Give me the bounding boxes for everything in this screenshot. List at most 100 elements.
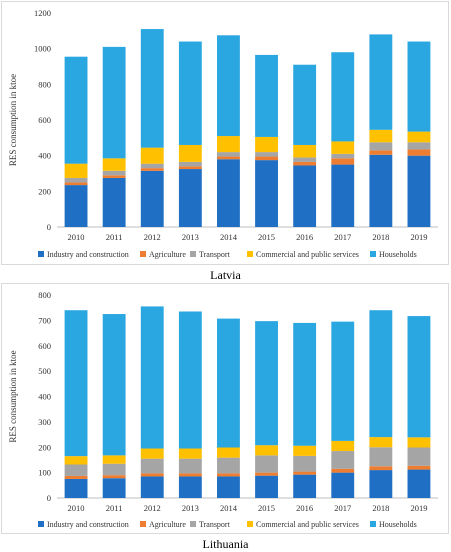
- lithuania-bar-agriculture-2012: [140, 473, 164, 477]
- latvia-bar-households-2016: [293, 64, 317, 145]
- latvia-legend-swatch-transport: [190, 251, 196, 257]
- lithuania-bar-transport-2011: [102, 463, 126, 476]
- latvia-x-tick-label: 2014: [220, 232, 238, 242]
- lithuania-bar-industry-2018: [369, 470, 393, 498]
- lithuania-bar-industry-2017: [331, 472, 355, 498]
- lithuania-bar-agriculture-2011: [102, 475, 126, 479]
- lithuania-y-axis-label: RES consumption in ktoe: [8, 350, 18, 442]
- latvia-bar-commercial-2017: [331, 141, 355, 154]
- lithuania-chart-panel: 0 100 200 300 400 500 600 700 800 RES consumption…: [1, 283, 449, 534]
- latvia-country-label: Latvia: [210, 268, 241, 282]
- lithuania-bar-industry-2014: [217, 476, 240, 498]
- latvia-legend-label-households: Households: [379, 250, 417, 259]
- latvia-bar-commercial-2013: [178, 144, 202, 162]
- lithuania-bar-industry-2019: [407, 469, 431, 498]
- lithuania-y-tick-label: 500: [38, 366, 51, 376]
- lithuania-bar-commercial-2018: [369, 437, 393, 448]
- latvia-bar-households-2015: [255, 54, 278, 137]
- latvia-bar-transport-2012: [140, 163, 164, 169]
- lithuania-bar-households-2012: [140, 306, 164, 449]
- lithuania-bar-households-2019: [407, 316, 431, 438]
- lithuania-y-tick-label: 400: [38, 392, 51, 402]
- latvia-bar-commercial-2019: [407, 131, 431, 143]
- lithuania-bar-industry-2011: [102, 478, 126, 498]
- lithuania-bar-agriculture-2017: [331, 468, 355, 473]
- lithuania-bar-agriculture-2019: [407, 465, 431, 470]
- latvia-bar-agriculture-2019: [407, 149, 431, 156]
- latvia-x-tick-label: 2011: [106, 232, 123, 242]
- lithuania-bar-households-2018: [369, 310, 393, 438]
- latvia-bar-households-2014: [217, 35, 240, 137]
- lithuania-x-tick-label: 2019: [410, 503, 427, 513]
- lithuania-bar-agriculture-2015: [255, 472, 278, 476]
- latvia-bar-households-2011: [102, 46, 126, 159]
- latvia-y-tick-label: 1000: [34, 44, 51, 54]
- lithuania-bar-households-2011: [102, 314, 126, 456]
- lithuania-bar-households-2013: [178, 311, 202, 449]
- lithuania-bar-commercial-2015: [255, 445, 278, 456]
- latvia-bar-industry-2011: [102, 177, 126, 227]
- lithuania-x-tick-label: 2016: [296, 503, 313, 513]
- latvia-bar-agriculture-2010: [64, 182, 88, 186]
- lithuania-bar-transport-2016: [293, 455, 317, 472]
- lithuania-x-tick-label: 2013: [182, 503, 199, 513]
- latvia-bar-agriculture-2015: [255, 156, 278, 161]
- lithuania-legend-label-industry: Industry and construction: [47, 520, 129, 529]
- lithuania-bar-agriculture-2013: [178, 473, 202, 477]
- latvia-bar-industry-2017: [331, 164, 355, 227]
- lithuania-bar-industry-2013: [178, 476, 202, 498]
- lithuania-bar-transport-2013: [178, 458, 202, 474]
- latvia-x-tick-label: 2012: [144, 232, 161, 242]
- lithuania-bar-transport-2014: [217, 457, 240, 474]
- lithuania-legend-label-households: Households: [379, 520, 417, 529]
- lithuania-bar-commercial-2016: [293, 445, 317, 456]
- lithuania-bar-households-2015: [255, 321, 278, 446]
- latvia-bar-households-2012: [140, 29, 164, 148]
- lithuania-bar-transport-2010: [64, 464, 88, 476]
- latvia-x-tick-label: 2018: [372, 232, 389, 242]
- latvia-y-tick-label: 800: [38, 79, 51, 89]
- latvia-bar-agriculture-2011: [102, 175, 126, 178]
- latvia-bar-commercial-2014: [217, 136, 240, 153]
- latvia-x-tick-label: 2019: [410, 232, 427, 242]
- latvia-bar-commercial-2010: [64, 163, 88, 178]
- lithuania-bar-commercial-2012: [140, 448, 164, 459]
- latvia-bar-agriculture-2017: [331, 158, 355, 165]
- lithuania-bar-households-2016: [293, 322, 317, 446]
- latvia-bar-agriculture-2013: [178, 166, 202, 170]
- latvia-bar-commercial-2016: [293, 144, 317, 158]
- latvia-bar-agriculture-2012: [140, 168, 164, 171]
- lithuania-y-tick-label: 0: [47, 493, 51, 503]
- latvia-x-tick-label: 2010: [68, 232, 85, 242]
- lithuania-legend-swatch-commercial: [247, 521, 253, 527]
- latvia-chart: 0 200 400 600 800 1000 1200 RES consumption in …: [8, 8, 438, 259]
- lithuania-x-tick-label: 2014: [220, 503, 238, 513]
- latvia-bar-agriculture-2016: [293, 161, 317, 166]
- latvia-chart-panel: 0 200 400 600 800 1000 1200 RES consumption in …: [1, 1, 449, 265]
- lithuania-bar-industry-2012: [140, 476, 164, 498]
- lithuania-bar-commercial-2017: [331, 440, 355, 452]
- lithuania-y-tick-label: 600: [38, 341, 51, 351]
- lithuania-bar-commercial-2011: [102, 455, 126, 464]
- latvia-bar-households-2019: [407, 41, 431, 132]
- latvia-bar-households-2018: [369, 34, 393, 130]
- lithuania-country-label: Lithuania: [202, 537, 249, 551]
- latvia-legend-swatch-agriculture: [140, 251, 146, 257]
- lithuania-bar-households-2014: [217, 318, 240, 448]
- latvia-y-tick-label: 0: [47, 222, 51, 232]
- lithuania-x-tick-label: 2010: [68, 503, 85, 513]
- latvia-x-tick-label: 2013: [182, 232, 199, 242]
- latvia-x-tick-label: 2016: [296, 232, 313, 242]
- latvia-y-tick-label: 1200: [34, 8, 51, 18]
- lithuania-bar-agriculture-2010: [64, 475, 88, 479]
- lithuania-x-tick-label: 2018: [372, 503, 389, 513]
- lithuania-bar-households-2017: [331, 321, 355, 441]
- lithuania-bar-agriculture-2018: [369, 466, 393, 471]
- latvia-bar-industry-2015: [255, 160, 278, 227]
- latvia-y-tick-label: 600: [38, 115, 51, 125]
- lithuania-bar-commercial-2013: [178, 448, 202, 459]
- latvia-bar-commercial-2011: [102, 158, 126, 171]
- latvia-legend-label-commercial: Commercial and public services: [256, 250, 359, 259]
- lithuania-chart: 0 100 200 300 400 500 600 700 800 RES consumption…: [8, 290, 438, 529]
- latvia-bar-transport-2011: [102, 170, 126, 176]
